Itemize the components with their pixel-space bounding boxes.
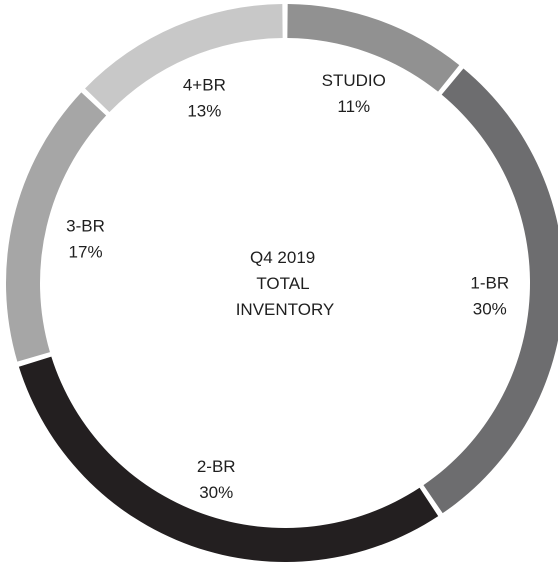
slice-label-1-br: 1-BR 30%: [470, 274, 509, 319]
center-line-1: Q4 2019: [250, 248, 315, 267]
slice-4-br: [85, 4, 283, 113]
slice-category: 2-BR: [197, 457, 236, 476]
slice-labels: STUDIO 11% 1-BR 30% 2-BR 30% 3-BR 17% 4+BR 13%: [66, 71, 509, 502]
donut-slices: [5, 4, 558, 562]
slice-label-4-br: 4+BR 13%: [183, 76, 226, 121]
slice-label-3-br: 3-BR 17%: [66, 217, 105, 262]
center-line-3: INVENTORY: [236, 300, 335, 319]
center-label: Q4 2019 TOTAL INVENTORY: [236, 248, 335, 319]
center-line-2: TOTAL: [256, 274, 309, 293]
slice-percent: 30%: [473, 300, 507, 319]
slice-category: STUDIO: [322, 71, 386, 90]
slice-2-br: [18, 356, 439, 562]
slice-percent: 11%: [337, 97, 370, 116]
slice-1-br: [423, 68, 558, 514]
slice-category: 1-BR: [470, 274, 509, 293]
slice-percent: 30%: [199, 483, 233, 502]
slice-studio: [287, 4, 460, 92]
slice-percent: 17%: [69, 243, 103, 262]
slice-category: 3-BR: [66, 217, 105, 236]
slice-3-br: [5, 92, 107, 362]
slice-category: 4+BR: [183, 76, 226, 95]
slice-label-studio: STUDIO 11%: [322, 71, 386, 116]
slice-label-2-br: 2-BR 30%: [197, 457, 236, 502]
slice-percent: 13%: [187, 102, 221, 121]
